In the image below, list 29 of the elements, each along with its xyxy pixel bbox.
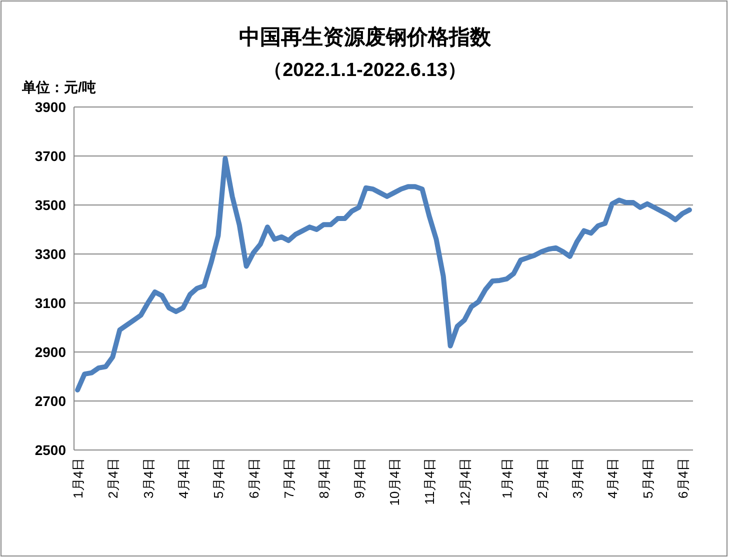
x-tick-label: 1月4日 [500,458,515,498]
y-tick-label: 2700 [34,393,66,409]
x-tick-label: 1月4日 [70,458,86,498]
x-tick-label: 7月4日 [282,458,297,498]
y-tick-label: 2900 [34,344,66,360]
y-tick-label: 3100 [34,295,66,311]
y-tick-label: 3300 [34,246,66,262]
x-tick-label: 10月4日 [387,458,402,506]
y-tick-label: 3700 [34,148,66,164]
x-tick-label: 12月4日 [457,458,472,506]
x-tick-label: 3月4日 [140,458,156,498]
x-tick-label: 3月4日 [570,458,585,498]
x-tick-label: 8月4日 [316,458,332,498]
x-tick-label: 2月4日 [534,458,550,498]
y-tick-label: 3900 [34,99,66,115]
x-tick-label: 4月4日 [176,458,192,498]
y-axis-title: 单位：元/吨 [21,79,96,95]
chart-subtitle: （2022.1.1-2022.6.13） [264,60,466,81]
x-tick-label: 5月4日 [640,458,656,498]
x-tick-label: 5月4日 [211,458,226,498]
x-tick-label: 6月4日 [246,458,262,498]
chart-title: 中国再生资源废钢价格指数 [239,25,492,49]
x-tick-label: 2月4日 [106,458,121,498]
y-tick-label: 3500 [34,197,66,213]
x-tick-label: 6月4日 [675,458,690,498]
x-tick-label: 9月4日 [352,458,367,498]
y-tick-label: 2500 [34,442,66,458]
x-tick-label: 4月4日 [605,458,620,498]
x-tick-label: 11月4日 [422,458,438,505]
